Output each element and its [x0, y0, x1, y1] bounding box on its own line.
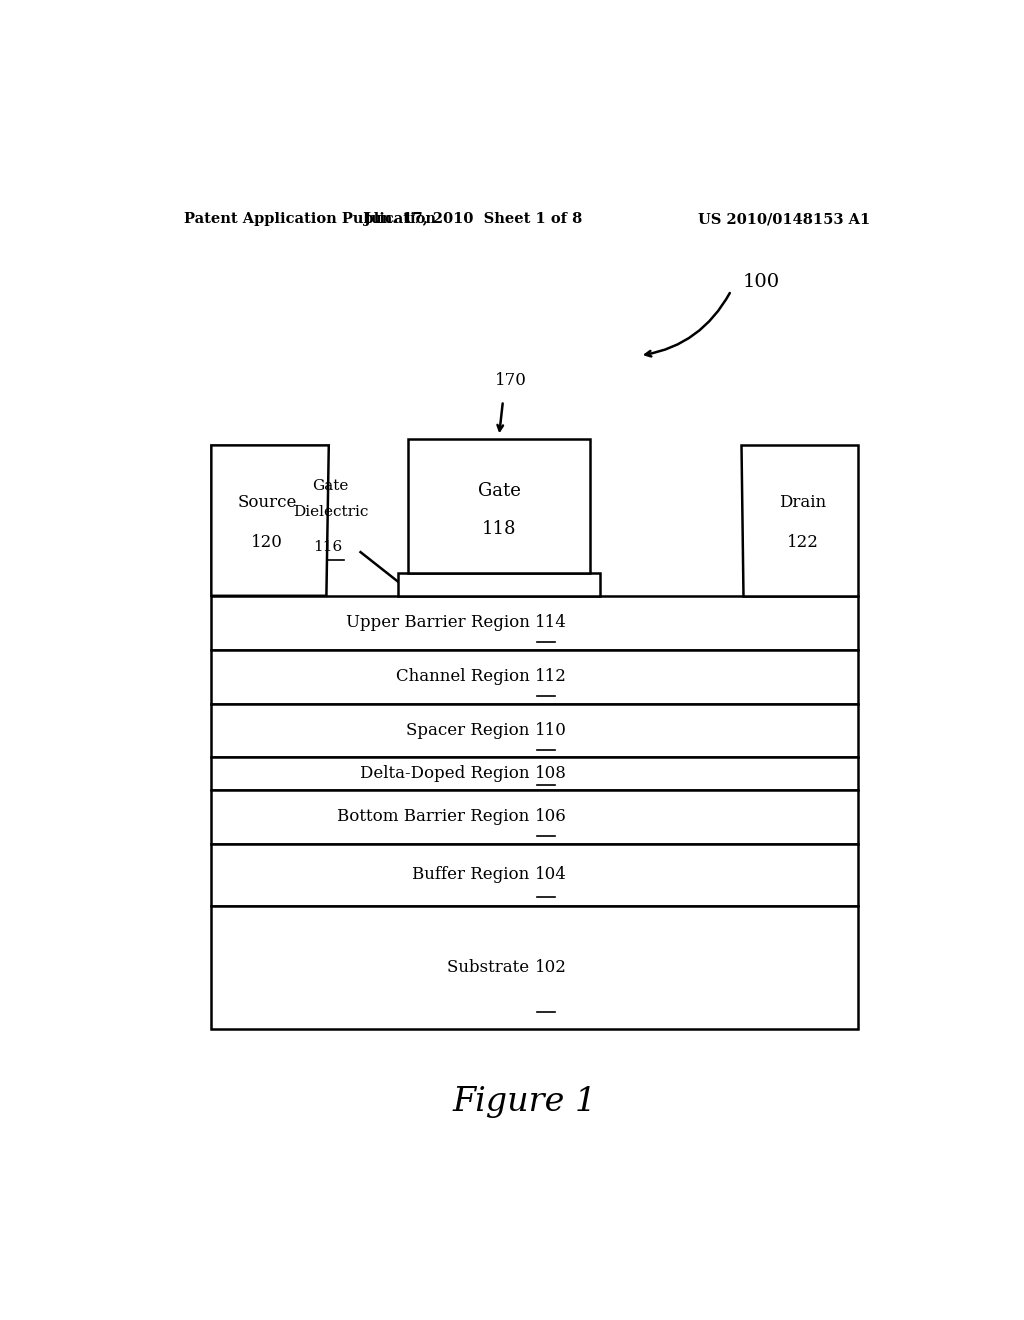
Text: 122: 122: [786, 535, 818, 552]
Bar: [211, 843, 858, 906]
Text: Figure 1: Figure 1: [453, 1085, 597, 1118]
Text: 100: 100: [743, 273, 780, 292]
Text: 120: 120: [251, 535, 283, 552]
Polygon shape: [211, 445, 329, 595]
Text: Drain: Drain: [779, 494, 826, 511]
Text: Patent Application Publication: Patent Application Publication: [183, 213, 435, 227]
Text: Upper Barrier Region: Upper Barrier Region: [345, 614, 535, 631]
Text: Buffer Region: Buffer Region: [413, 866, 535, 883]
Text: Bottom Barrier Region: Bottom Barrier Region: [337, 808, 535, 825]
Bar: [397, 573, 600, 595]
Text: Gate: Gate: [477, 482, 520, 500]
Bar: [211, 595, 858, 649]
Text: 116: 116: [313, 540, 343, 554]
Text: 102: 102: [535, 960, 566, 975]
Text: 112: 112: [535, 668, 566, 685]
Bar: [211, 704, 858, 758]
Text: 114: 114: [535, 614, 566, 631]
Text: Dielectric: Dielectric: [293, 506, 368, 520]
Polygon shape: [740, 445, 858, 595]
Text: Delta-Doped Region: Delta-Doped Region: [360, 766, 535, 781]
Text: 106: 106: [535, 808, 566, 825]
Text: Spacer Region: Spacer Region: [407, 722, 535, 739]
Text: 110: 110: [535, 722, 566, 739]
Text: 108: 108: [535, 766, 566, 781]
Bar: [409, 440, 590, 573]
Bar: [211, 906, 858, 1030]
Text: Channel Region: Channel Region: [395, 668, 535, 685]
Text: 170: 170: [495, 372, 527, 389]
Text: Gate: Gate: [312, 479, 348, 494]
Text: Jun. 17, 2010  Sheet 1 of 8: Jun. 17, 2010 Sheet 1 of 8: [365, 213, 583, 227]
Bar: [211, 789, 858, 843]
Text: US 2010/0148153 A1: US 2010/0148153 A1: [697, 213, 870, 227]
Text: 118: 118: [481, 520, 516, 537]
Text: 104: 104: [535, 866, 566, 883]
Text: Substrate: Substrate: [447, 960, 535, 975]
Bar: [211, 758, 858, 789]
Text: Source: Source: [238, 494, 297, 511]
Bar: [211, 649, 858, 704]
